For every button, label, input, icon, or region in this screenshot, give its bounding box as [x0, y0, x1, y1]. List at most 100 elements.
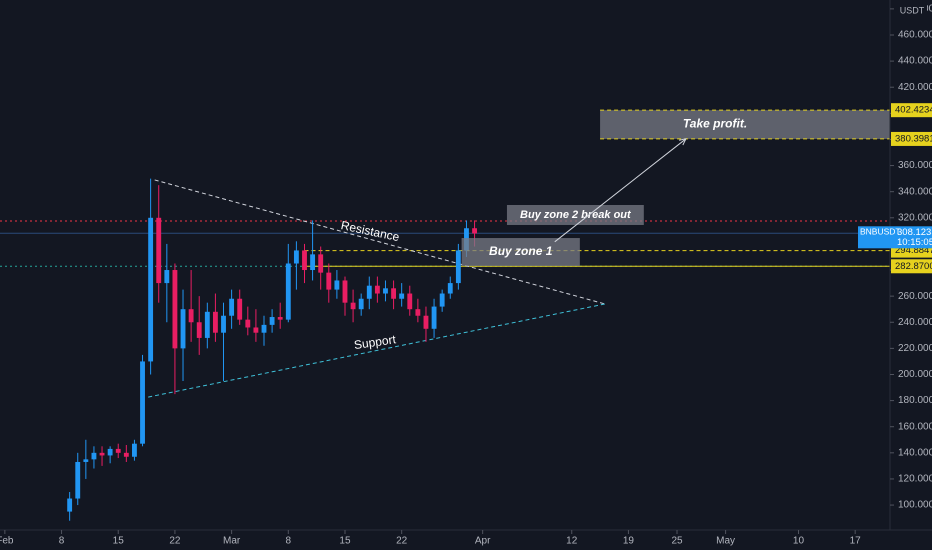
x-tick-label: 8 [59, 536, 65, 547]
y-tick-label: 200.0000 [898, 369, 932, 380]
price-label: 402.4234 [895, 105, 932, 116]
candle-body [148, 217, 154, 362]
candle-body [83, 459, 89, 462]
x-tick-label: 10 [793, 536, 805, 547]
candle-body [350, 302, 356, 310]
candle-body [156, 217, 162, 284]
candle-body [407, 293, 413, 310]
x-tick-label: Mar [223, 536, 241, 547]
candle-body [172, 270, 178, 349]
x-tick-label: 17 [850, 536, 862, 547]
candle-body [334, 280, 340, 290]
candle-body [188, 309, 194, 323]
annotation-box [506, 205, 644, 225]
candle-body [140, 361, 145, 444]
candle-body [374, 285, 380, 294]
candle-body [115, 448, 121, 453]
x-tick-label: 15 [113, 536, 125, 547]
unit-box [897, 2, 927, 19]
y-tick-label: 260.0000 [898, 291, 932, 302]
candle-body [261, 324, 267, 333]
candle-body [253, 327, 259, 333]
candle-body [269, 317, 275, 325]
symbol-label: BNBUSDT [860, 227, 901, 237]
candle-body [383, 288, 388, 294]
last-price-box [858, 226, 932, 249]
candle-body [91, 452, 97, 460]
candle-body [455, 250, 461, 284]
candle-body [447, 283, 453, 294]
y-tick-label: 440.0000 [898, 56, 932, 67]
candle-body [391, 288, 397, 299]
candle-body [342, 280, 348, 303]
candle-body [472, 228, 477, 234]
price-label-box [891, 103, 932, 118]
candle-body [75, 461, 81, 499]
support-label: Support [353, 332, 397, 352]
candle-body [164, 270, 170, 284]
box-text: Buy zone 1 [489, 244, 553, 258]
y-tick-label: 360.0000 [898, 160, 932, 171]
candle-body [293, 250, 299, 264]
last-price-label: 308.1235 [897, 227, 932, 238]
candle-body [415, 309, 421, 316]
trendline [148, 303, 606, 398]
candle-body [399, 293, 405, 299]
x-tick-label: 22 [396, 536, 408, 547]
candle-body [310, 254, 316, 271]
y-tick-label: 220.0000 [898, 343, 932, 354]
candle-body [67, 498, 73, 512]
candle-body [180, 309, 186, 349]
candle-body [212, 311, 218, 333]
candle-body [439, 293, 445, 307]
y-tick-label: 180.0000 [898, 395, 932, 406]
candle-body [132, 443, 137, 457]
arrow [554, 138, 687, 243]
x-tick-label: 25 [671, 536, 683, 547]
candle-body [123, 452, 129, 457]
plot-area: Take profit. Buy zone 2 break out Buy zone… [0, 109, 890, 521]
price-label: 294.8847 [895, 245, 932, 256]
y-tick-label: 240.0000 [898, 317, 932, 328]
annotation-box [461, 238, 580, 266]
x-tick-label: May [716, 536, 735, 547]
price-label: 282.8700 [895, 261, 932, 272]
y-tick-label: 420.0000 [898, 82, 932, 93]
y-tick-label: 100.0000 [898, 500, 932, 511]
candle-body [107, 448, 113, 456]
x-tick-label: Apr [475, 536, 491, 547]
candle-body [277, 317, 283, 320]
candle-body [229, 298, 235, 316]
candle-body [196, 322, 202, 338]
candle-body [318, 254, 324, 273]
candle-body [302, 250, 307, 271]
annotation-box [600, 110, 890, 139]
x-tick-label: 15 [339, 536, 351, 547]
box-text: Buy zone 2 break out [520, 209, 632, 221]
candle-body [237, 298, 243, 320]
candle-body [99, 452, 105, 456]
candle-body [204, 311, 210, 338]
y-unit: USDT [900, 5, 925, 15]
y-tick-label: 140.0000 [898, 447, 932, 458]
countdown-label: 10:15:05 [897, 237, 932, 248]
candle-body [221, 315, 226, 333]
candle-body [423, 315, 429, 329]
x-tick-label: 12 [566, 536, 578, 547]
candle-body [358, 298, 364, 310]
candle-body [245, 319, 251, 328]
price-label-box [891, 259, 932, 274]
x-tick-label: 19 [623, 536, 635, 547]
price-label: 380.3981 [895, 133, 932, 144]
price-label-box [891, 131, 932, 146]
candle-body [431, 306, 437, 329]
arrow-head [678, 138, 687, 146]
x-tick-label: Feb [0, 536, 14, 547]
y-tick-label: 340.0000 [898, 186, 932, 197]
x-tick-label: 22 [169, 536, 181, 547]
candle-body [366, 285, 372, 299]
box-text: Take profit. [683, 117, 747, 131]
candle-body [285, 263, 291, 320]
